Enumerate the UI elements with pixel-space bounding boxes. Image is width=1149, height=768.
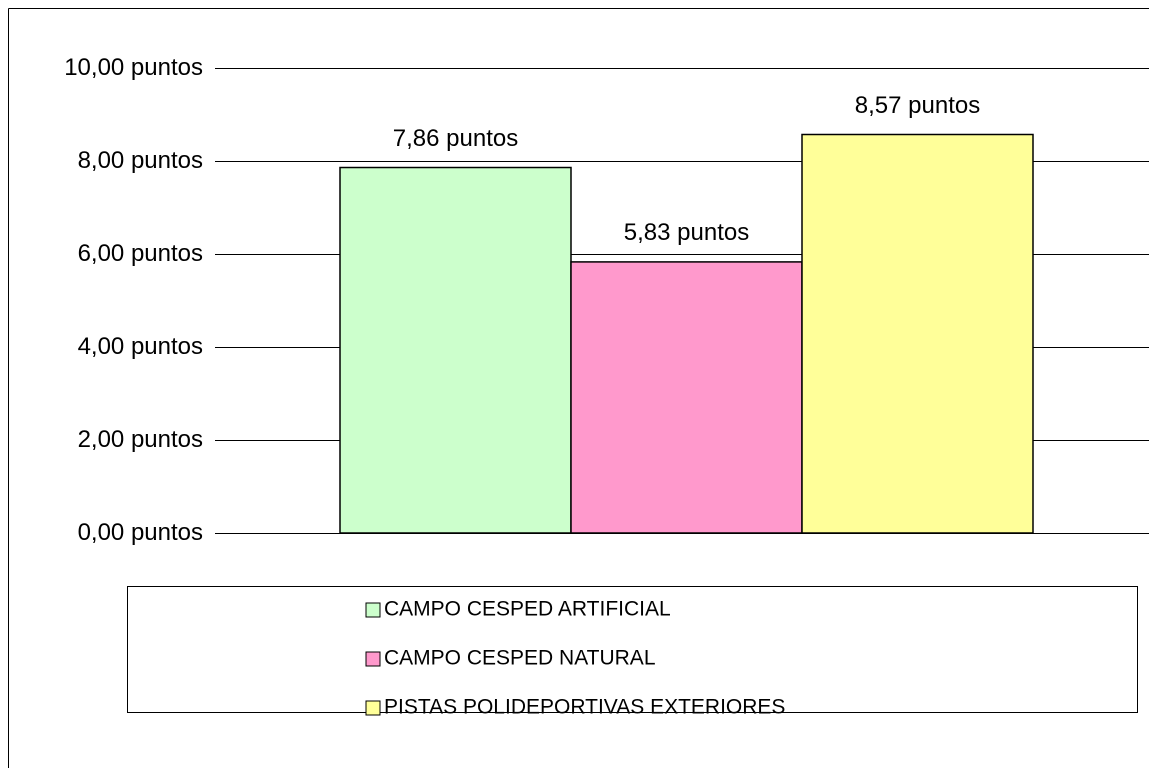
y-tick-label: 0,00 puntos xyxy=(78,519,203,546)
bar xyxy=(801,133,1034,534)
data-label: 8,57 puntos xyxy=(855,92,980,119)
legend-label: PISTAS POLIDEPORTIVAS EXTERIORES xyxy=(384,696,785,719)
legend-swatch xyxy=(365,651,381,667)
data-label: 7,86 puntos xyxy=(393,125,518,152)
bar xyxy=(339,166,572,534)
data-label: 5,83 puntos xyxy=(624,219,749,246)
legend-swatch xyxy=(365,700,381,716)
y-tick-label: 4,00 puntos xyxy=(78,333,203,360)
y-tick-label: 2,00 puntos xyxy=(78,426,203,453)
bar xyxy=(570,261,803,534)
legend-swatch xyxy=(365,602,381,618)
y-tick-label: 8,00 puntos xyxy=(78,147,203,174)
y-tick-label: 6,00 puntos xyxy=(78,240,203,267)
legend-label: CAMPO CESPED ARTIFICIAL xyxy=(384,598,671,621)
legend-box xyxy=(127,586,1138,713)
legend-label: CAMPO CESPED NATURAL xyxy=(384,647,656,670)
y-tick-label: 10,00 puntos xyxy=(64,54,203,81)
